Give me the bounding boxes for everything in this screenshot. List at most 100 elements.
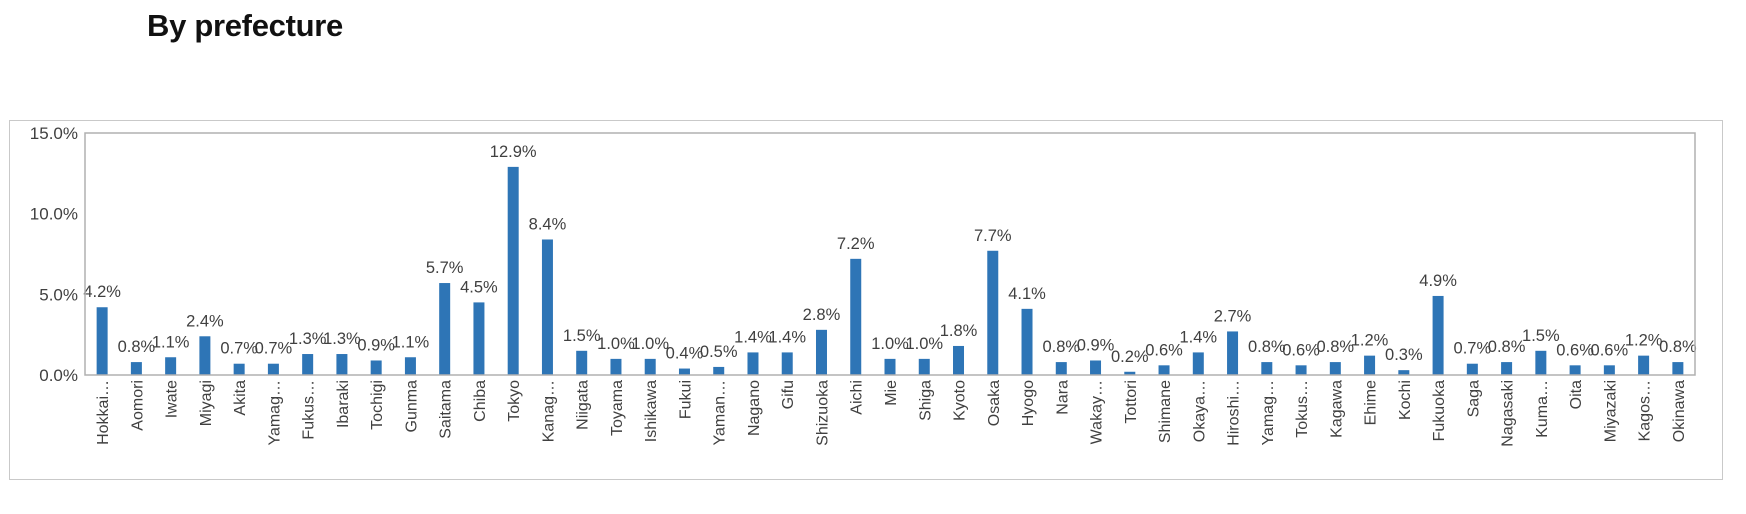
x-tick-label: Yamag… (1260, 380, 1277, 446)
bar (610, 358, 622, 375)
data-label: 0.6% (1556, 341, 1594, 359)
data-label: 1.1% (392, 333, 430, 351)
data-label: 1.0% (597, 335, 635, 353)
data-label: 1.1% (152, 333, 190, 351)
section-title: By prefecture (147, 8, 343, 43)
x-tick-label: Shiga (917, 380, 934, 421)
x-tick-label: Niigata (575, 380, 592, 430)
x-tick-label: Hiroshi… (1226, 380, 1243, 446)
data-label: 1.4% (1179, 328, 1217, 346)
data-label: 0.7% (1454, 340, 1492, 358)
x-tick-label: Saitama (438, 380, 455, 439)
y-tick-label: 0.0% (39, 366, 78, 385)
bar (439, 283, 451, 375)
data-label: 12.9% (490, 143, 537, 161)
bar (165, 357, 177, 375)
bar (1124, 371, 1136, 375)
y-tick-label: 10.0% (30, 205, 78, 224)
data-label: 0.8% (118, 338, 156, 356)
bar (850, 258, 862, 375)
bar (1192, 352, 1204, 375)
x-tick-label: Akita (232, 380, 249, 416)
x-tick-label: Tochigi (369, 380, 386, 430)
data-label: 1.5% (563, 327, 601, 345)
data-label-group: 4.2%0.8%1.1%2.4%0.7%0.7%1.3%1.3%0.9%1.1%… (83, 143, 1697, 366)
bar (1638, 355, 1650, 375)
data-label: 0.8% (1042, 338, 1080, 356)
bar (1021, 308, 1033, 375)
data-label: 0.4% (666, 345, 704, 363)
bar (233, 363, 245, 375)
x-tick-label: Osaka (986, 380, 1003, 426)
x-tick-label: Nara (1054, 380, 1071, 415)
bar (507, 166, 519, 375)
x-tick-label: Gunma (403, 380, 420, 433)
x-tick-label: Miyagi (198, 380, 215, 426)
x-tick-label: Ishikawa (643, 380, 660, 442)
bar (130, 362, 142, 375)
bar (1432, 295, 1444, 375)
x-tick-label: Saga (1465, 380, 1482, 417)
bar (1364, 355, 1376, 375)
data-label: 1.0% (871, 335, 909, 353)
x-axis: Hokkai… Aomori Iwate Miyagi Akita Yamag… Fukus… (95, 380, 1688, 447)
data-label: 0.7% (220, 340, 258, 358)
data-label: 0.2% (1111, 348, 1149, 366)
data-label: 7.7% (974, 227, 1012, 245)
bar (918, 358, 930, 375)
x-tick-label: Kagawa (1328, 380, 1345, 438)
x-tick-label: Ibaraki (335, 380, 352, 428)
x-tick-label: Hokkai… (95, 380, 112, 445)
x-tick-label: Nagasaki (1500, 380, 1517, 447)
data-label: 1.2% (1625, 332, 1663, 350)
bar (1055, 362, 1067, 375)
y-axis: 0.0% 5.0% 10.0% 15.0% (30, 124, 78, 385)
y-tick-label: 5.0% (39, 285, 78, 304)
data-label: 2.4% (186, 312, 224, 330)
x-tick-label: Okinawa (1671, 380, 1688, 442)
bar (747, 352, 759, 375)
data-label: 2.7% (1214, 307, 1252, 325)
bar (781, 352, 793, 375)
data-label: 1.4% (734, 328, 772, 346)
bar (473, 302, 485, 375)
data-label: 8.4% (529, 215, 567, 233)
x-tick-label: Kuma… (1534, 380, 1551, 438)
data-label: 2.8% (803, 306, 841, 324)
chart-frame (9, 120, 1723, 480)
data-label: 1.4% (768, 328, 806, 346)
y-tick-label: 15.0% (30, 124, 78, 143)
x-tick-label: Fukuoka (1431, 380, 1448, 441)
data-label: 0.8% (1248, 338, 1286, 356)
data-label: 0.9% (1077, 336, 1115, 354)
x-tick-label: Fukui (677, 380, 694, 419)
x-tick-label: Mie (883, 380, 900, 406)
data-label: 1.3% (289, 330, 327, 348)
data-label: 0.9% (357, 336, 395, 354)
data-label: 1.0% (631, 335, 669, 353)
bar (96, 307, 108, 375)
x-tick-label: Aomori (129, 380, 146, 431)
data-label: 0.7% (255, 340, 293, 358)
x-tick-label: Aichi (849, 380, 866, 415)
bar (815, 329, 827, 375)
x-tick-label: Toyama (609, 380, 626, 436)
data-label: 1.2% (1351, 332, 1389, 350)
bar (678, 368, 690, 375)
bar (199, 336, 211, 375)
bar (336, 354, 348, 375)
bar (1090, 360, 1102, 375)
data-label: 1.5% (1522, 327, 1560, 345)
x-tick-label: Gifu (780, 380, 797, 409)
bar (1569, 365, 1581, 375)
x-tick-label: Kagos… (1637, 380, 1654, 441)
x-tick-label: Tottori (1123, 380, 1140, 424)
x-tick-label: Chiba (472, 380, 489, 422)
x-tick-label: Hyogo (1020, 380, 1037, 426)
x-tick-label: Tokyo (506, 380, 523, 422)
x-tick-label: Iwate (164, 380, 181, 418)
bar (302, 354, 314, 375)
x-tick-label: Kyoto (952, 380, 969, 421)
bar (1603, 365, 1615, 375)
